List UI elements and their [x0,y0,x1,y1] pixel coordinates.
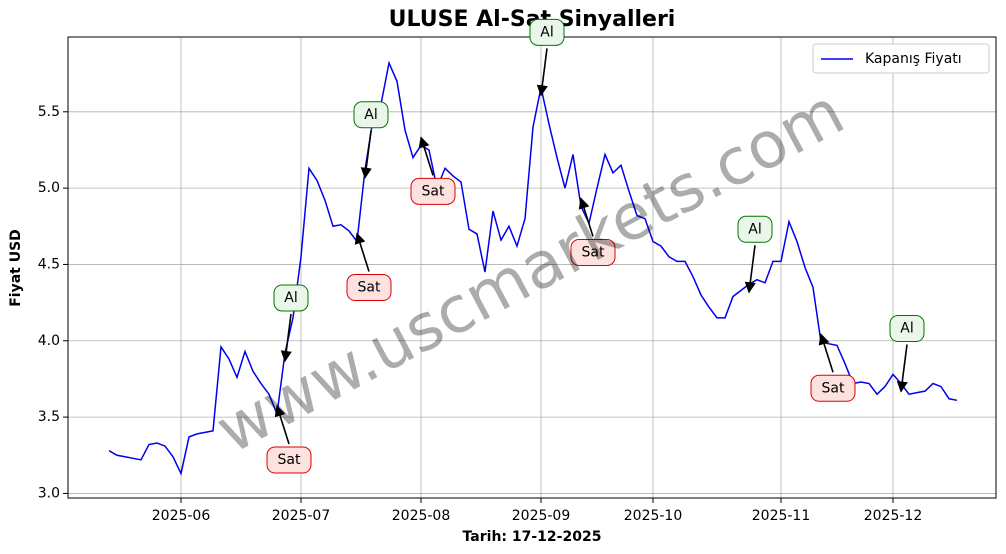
x-tick-label: 2025-07 [272,508,331,524]
signal-label: Sat [278,452,301,468]
signal-label: Sat [582,244,605,260]
x-tick-label: 2025-10 [624,508,683,524]
x-tick-label: 2025-11 [752,508,811,524]
signal-box [346,274,392,302]
signal-label: Al [748,221,761,237]
signal-box [889,315,925,343]
signal-label: Sat [422,183,445,199]
x-tick-label: 2025-12 [864,508,923,524]
signal-arrow [360,130,372,179]
y-tick-label: 5.5 [38,104,60,120]
signal-arrow [274,404,290,445]
x-tick-label: 2025-06 [152,508,211,524]
x-tick-label: 2025-09 [512,508,571,524]
signal-box [273,284,309,312]
legend-frame [812,43,990,74]
signal-arrow [280,313,292,363]
signal-box [353,101,389,129]
signal-arrow [536,48,548,97]
signal-box [266,446,312,474]
price-line [108,60,958,476]
signal-label: Al [900,321,913,337]
signal-label: Al [540,24,553,40]
signal-arrow [818,333,834,373]
signal-box [810,374,856,402]
signal-box [410,177,456,205]
signal-box [737,215,773,243]
signal-arrow [578,197,594,237]
signal-label: Al [364,107,377,123]
legend: Kapanış Fiyatı [812,43,990,74]
signal-label: Sat [358,280,381,296]
signal-box [570,238,616,266]
watermark: www.uscmarkets.com [205,75,856,468]
y-tick-label: 4.0 [38,333,60,349]
signal-label: Al [284,290,297,306]
signal-box [529,18,565,46]
y-tick-label: 4.5 [38,256,60,272]
y-axis-label: Fiyat USD [8,229,24,307]
y-tick-label: 3.0 [38,485,60,501]
signal-arrow [896,344,908,393]
signal-arrow [418,136,434,176]
legend-label: Kapanış Fiyatı [865,51,962,67]
x-axis-label: Tarih: 17-12-2025 [463,529,602,545]
signal-arrow [744,245,756,294]
signal-arrow [354,232,370,272]
y-tick-label: 3.5 [38,409,60,425]
y-tick-label: 5.0 [38,180,60,196]
x-tick-label: 2025-08 [392,508,451,524]
signal-label: Sat [822,380,845,396]
